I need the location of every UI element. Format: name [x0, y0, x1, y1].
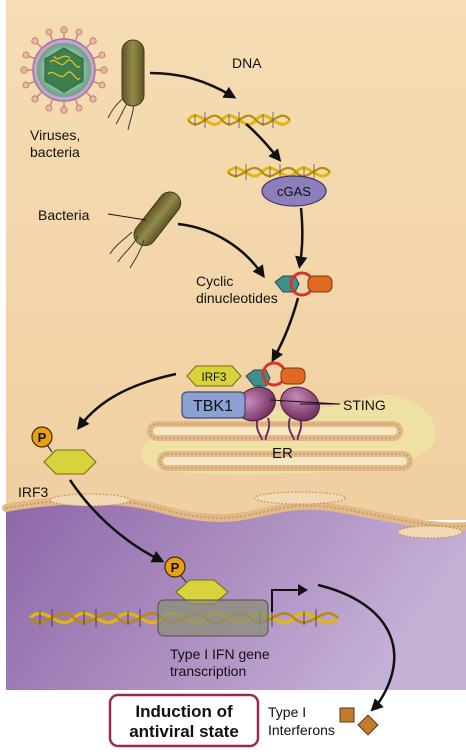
arrow-irf3-to-nucleus	[68, 479, 165, 563]
bacterium-icon	[133, 191, 182, 247]
interferon-icon	[357, 714, 379, 736]
phosphate-icon	[31, 426, 53, 448]
label-phosphate-1: P	[38, 430, 47, 445]
arrow-transcription-to-ifn	[317, 583, 396, 712]
arrow-dna-to-cgas	[245, 123, 282, 162]
arrow-cgas-to-cdn	[295, 207, 308, 269]
cyclic-dinucleotide-icon	[245, 361, 306, 387]
label-cgas: cGAS	[277, 184, 311, 199]
label-er: ER	[272, 445, 293, 462]
label-cyclic-1: Cyclic	[196, 273, 233, 289]
pathway-arrows	[68, 71, 396, 712]
label-viruses-bacteria-1: Viruses,	[30, 127, 80, 143]
tbk1-protein	[181, 391, 246, 419]
flagella	[109, 231, 145, 269]
cyclic-dinucleotide-icon	[274, 271, 333, 297]
nucleus	[6, 502, 466, 690]
er-segment	[49, 493, 131, 507]
dna-icon	[186, 112, 292, 128]
interferon-icon	[339, 707, 355, 723]
cgas-enzyme	[261, 175, 327, 207]
label-dna: DNA	[232, 55, 262, 71]
label-transcription-2: transcription	[170, 663, 246, 679]
arrow-cdn-to-sting	[271, 297, 300, 363]
dna-icon	[226, 164, 332, 180]
phosphate-icon	[164, 556, 186, 578]
arrow-bacteria-to-cdn	[177, 222, 265, 279]
label-transcription-1: Type I IFN gene	[170, 646, 270, 662]
arrow-pathogen-to-dna	[149, 71, 237, 99]
label-induction-1: Induction of	[135, 702, 233, 721]
arrow-complex-to-irf3	[76, 372, 177, 430]
induction-box	[108, 693, 260, 748]
label-viruses-bacteria-2: bacteria	[30, 144, 80, 160]
label-tbk1: TBK1	[193, 398, 233, 415]
endoplasmic-reticulum	[141, 394, 436, 474]
label-sting: STING	[343, 397, 386, 413]
label-induction-2: antiviral state	[129, 722, 239, 741]
label-interferons-2: Interferons	[268, 722, 335, 738]
label-phosphate-2: P	[171, 560, 180, 575]
er-segment	[254, 491, 346, 505]
bacterium-icon	[107, 39, 145, 131]
label-cyclic-2: dinucleotides	[196, 290, 278, 306]
irf3-protein	[186, 365, 242, 387]
bacteria-label-pointer	[107, 213, 147, 221]
label-irf3-bound: IRF3	[202, 372, 227, 384]
label-bacteria: Bacteria	[38, 207, 90, 223]
er-segment	[397, 525, 463, 539]
sting-dimer	[236, 386, 320, 441]
transcription-complex	[157, 599, 269, 637]
transcription-start-arrow	[271, 589, 298, 612]
virus-icon	[20, 26, 108, 114]
label-irf3: IRF3	[18, 484, 49, 500]
label-interferons-1: Type I	[268, 704, 306, 720]
